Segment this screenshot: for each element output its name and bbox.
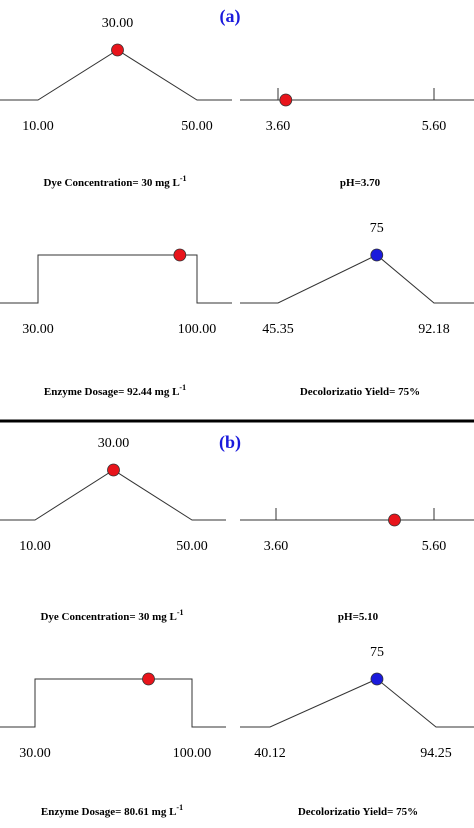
caption: Enzyme Dosage= 92.44 mg L-1 bbox=[44, 383, 186, 398]
setting-dot bbox=[388, 513, 401, 527]
caption: pH=5.10 bbox=[338, 611, 379, 623]
caption-text: Decolorizatio Yield= 75% bbox=[300, 386, 420, 398]
caption-superscript: -1 bbox=[176, 803, 183, 812]
caption-text: pH=5.10 bbox=[338, 611, 379, 623]
low-label: 30.00 bbox=[22, 322, 54, 337]
ramp-line bbox=[240, 678, 474, 728]
low-label: 10.00 bbox=[22, 119, 54, 134]
high-label: 5.60 bbox=[422, 119, 447, 134]
target-label: 75 bbox=[370, 221, 384, 236]
caption-text: Dye Concentration= 30 mg L bbox=[40, 611, 176, 623]
high-label: 92.18 bbox=[418, 322, 450, 337]
panel-title: (a) bbox=[220, 6, 241, 27]
low-label: 10.00 bbox=[19, 539, 51, 554]
high-label: 50.00 bbox=[181, 119, 213, 134]
setting-dot bbox=[370, 672, 384, 686]
low-label: 3.60 bbox=[264, 539, 289, 554]
low-label: 30.00 bbox=[19, 746, 51, 761]
setting-dot bbox=[111, 43, 124, 57]
caption: Dye Concentration= 30 mg L-1 bbox=[40, 608, 183, 623]
high-label: 5.60 bbox=[422, 539, 447, 554]
setting-dot bbox=[107, 463, 120, 477]
high-label: 100.00 bbox=[178, 322, 217, 337]
caption: Enzyme Dosage= 80.61 mg L-1 bbox=[41, 803, 183, 818]
caption-text: pH=3.70 bbox=[340, 177, 381, 189]
ramp-line bbox=[0, 469, 226, 521]
ramp-line bbox=[0, 254, 232, 304]
setting-dot bbox=[279, 93, 293, 107]
high-label: 94.25 bbox=[420, 746, 452, 761]
caption-text: Decolorizatio Yield= 75% bbox=[298, 806, 418, 818]
caption-text: Enzyme Dosage= 80.61 mg L bbox=[41, 806, 177, 818]
setting-dot bbox=[142, 672, 155, 686]
ramp-line bbox=[0, 49, 232, 101]
high-label: 50.00 bbox=[176, 539, 208, 554]
panel-title: (b) bbox=[219, 432, 241, 453]
target-label: 75 bbox=[370, 645, 384, 660]
ramp-line bbox=[240, 254, 474, 304]
target-label: 30.00 bbox=[98, 436, 130, 451]
caption-superscript: -1 bbox=[180, 174, 187, 183]
caption: pH=3.70 bbox=[340, 177, 381, 189]
caption: Decolorizatio Yield= 75% bbox=[300, 386, 420, 398]
target-label: 30.00 bbox=[102, 16, 134, 31]
low-label: 40.12 bbox=[254, 746, 286, 761]
low-label: 45.35 bbox=[262, 322, 294, 337]
caption: Dye Concentration= 30 mg L-1 bbox=[43, 174, 186, 189]
caption-text: Dye Concentration= 30 mg L bbox=[43, 177, 179, 189]
setting-dot bbox=[173, 248, 187, 262]
ramp-line bbox=[0, 678, 226, 728]
setting-dot bbox=[370, 248, 384, 262]
high-label: 100.00 bbox=[173, 746, 212, 761]
caption-superscript: -1 bbox=[179, 383, 186, 392]
low-label: 3.60 bbox=[266, 119, 291, 134]
caption-text: Enzyme Dosage= 92.44 mg L bbox=[44, 386, 180, 398]
caption: Decolorizatio Yield= 75% bbox=[298, 806, 418, 818]
caption-superscript: -1 bbox=[177, 608, 184, 617]
